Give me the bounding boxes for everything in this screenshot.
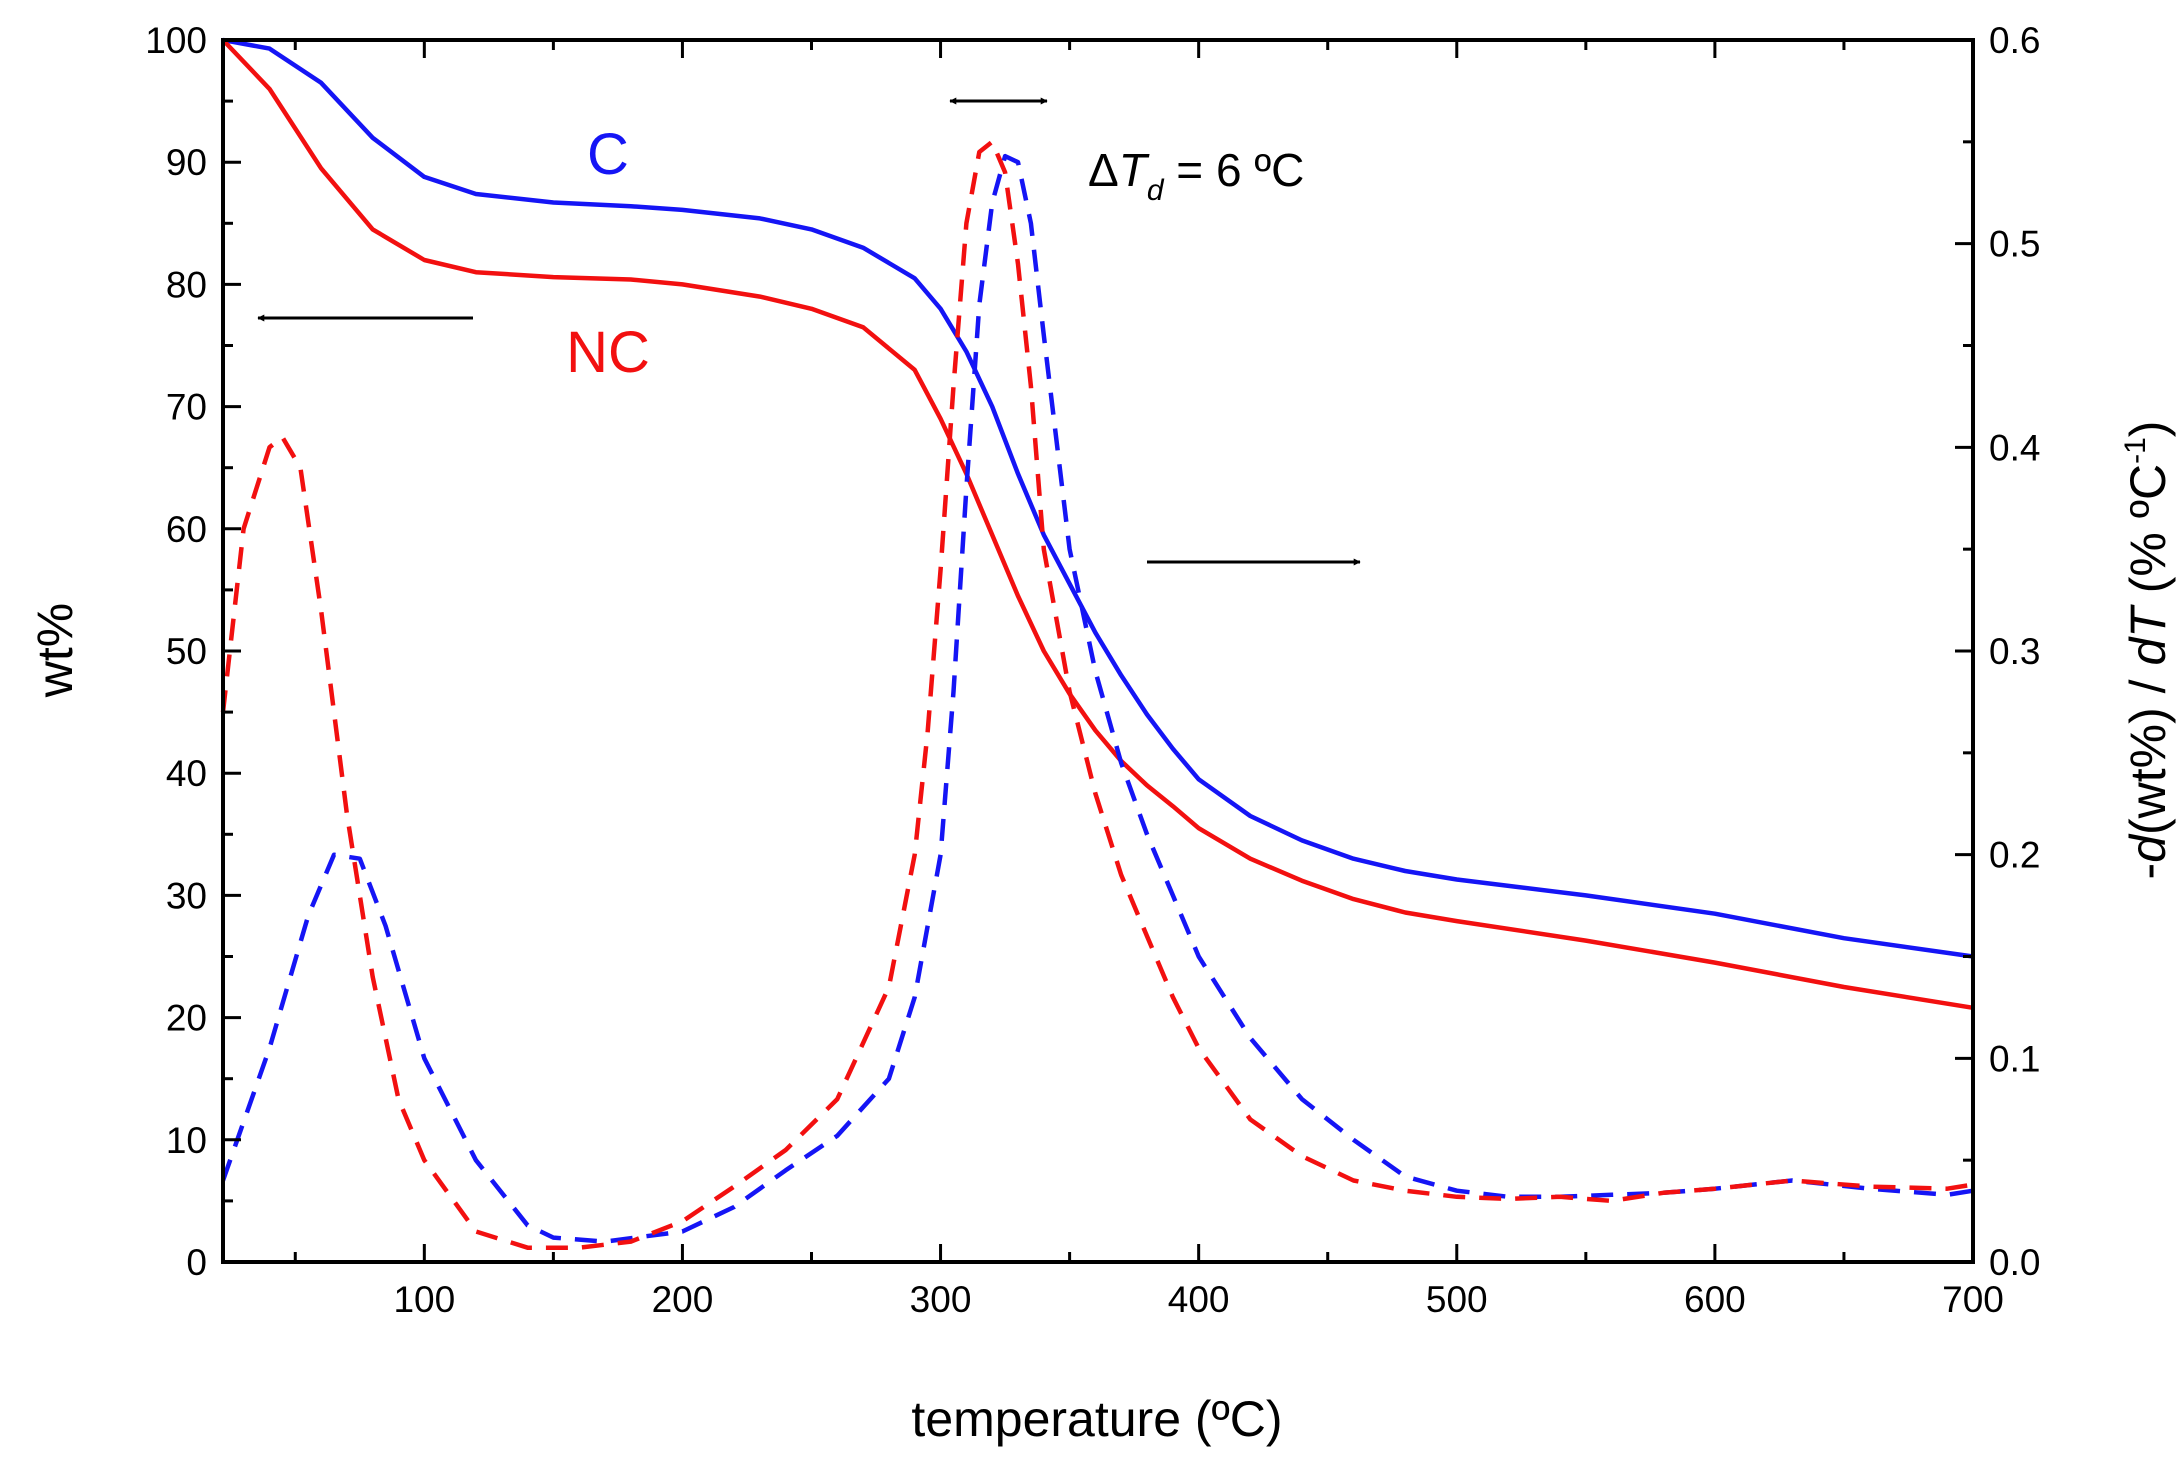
series-layer [220,37,1974,1250]
x-tick-label: 700 [1942,1279,2004,1320]
ticks-layer: 100 200 300 400 500 600 700 0 10 20 30 40 50 60 70 80 90… [145,20,2040,1320]
y-left-tick-label: 100 [145,20,207,61]
y-right-tick-label: 0.2 [1989,835,2040,876]
annotation-delta: Δ [1088,144,1119,196]
y-left-tick-label: 70 [166,387,207,428]
x-axis-title: temperature (ºC) [911,1391,1282,1447]
series-line-2 [220,153,1974,1244]
y-left-tick-label: 30 [166,875,207,916]
y-right-tick-label: 0.3 [1989,631,2040,672]
y-right-tick-label: 0.5 [1989,224,2040,265]
y-right-title-close: ) [2120,421,2176,438]
y-right-title-prefix: - [2120,863,2176,880]
series-label-c: C [587,122,629,187]
annotation-sub: d [1147,174,1165,207]
y-left-tick-label: 80 [166,264,207,305]
delta-td-annotation: ΔTd = 6 ºC [1088,144,1304,207]
y-right-title-mid: (wt%) / [2120,666,2176,835]
y-left-axis-title: wt% [27,603,83,698]
x-tick-label: 600 [1684,1279,1746,1320]
y-right-title-d2: dT [2120,604,2176,666]
y-left-tick-label: 0 [186,1242,207,1283]
y-left-tick-label: 40 [166,753,207,794]
series-line-3 [220,139,1974,1250]
x-tick-label: 400 [1168,1279,1230,1320]
y-right-title-unit: (% ºC [2120,464,2176,607]
x-tick-label: 300 [910,1279,972,1320]
y-right-axis-title: -d(wt%) / dT (% ºC-1) [2119,421,2176,880]
y-right-tick-label: 0.1 [1989,1038,2040,1079]
annotation-rest: = 6 ºC [1164,144,1305,196]
x-tick-label: 200 [652,1279,714,1320]
y-right-title-sup: -1 [2119,437,2152,464]
annotation-t: T [1119,144,1150,196]
series-label-nc: NC [566,320,650,385]
y-right-tick-label: 0.6 [1989,20,2040,61]
y-right-tick-label: 0.4 [1989,427,2040,468]
x-tick-label: 100 [393,1279,455,1320]
y-left-tick-label: 50 [166,631,207,672]
y-left-tick-label: 20 [166,998,207,1039]
x-tick-label: 500 [1426,1279,1488,1320]
y-right-title-d1: d [2120,833,2176,863]
y-left-tick-label: 10 [166,1120,207,1161]
series-line-0 [222,37,1974,959]
y-left-tick-label: 60 [166,509,207,550]
y-left-tick-label: 90 [166,142,207,183]
y-right-tick-label: 0.0 [1989,1242,2040,1283]
series-line-1 [221,38,1974,1011]
plot-frame [221,38,1975,1264]
